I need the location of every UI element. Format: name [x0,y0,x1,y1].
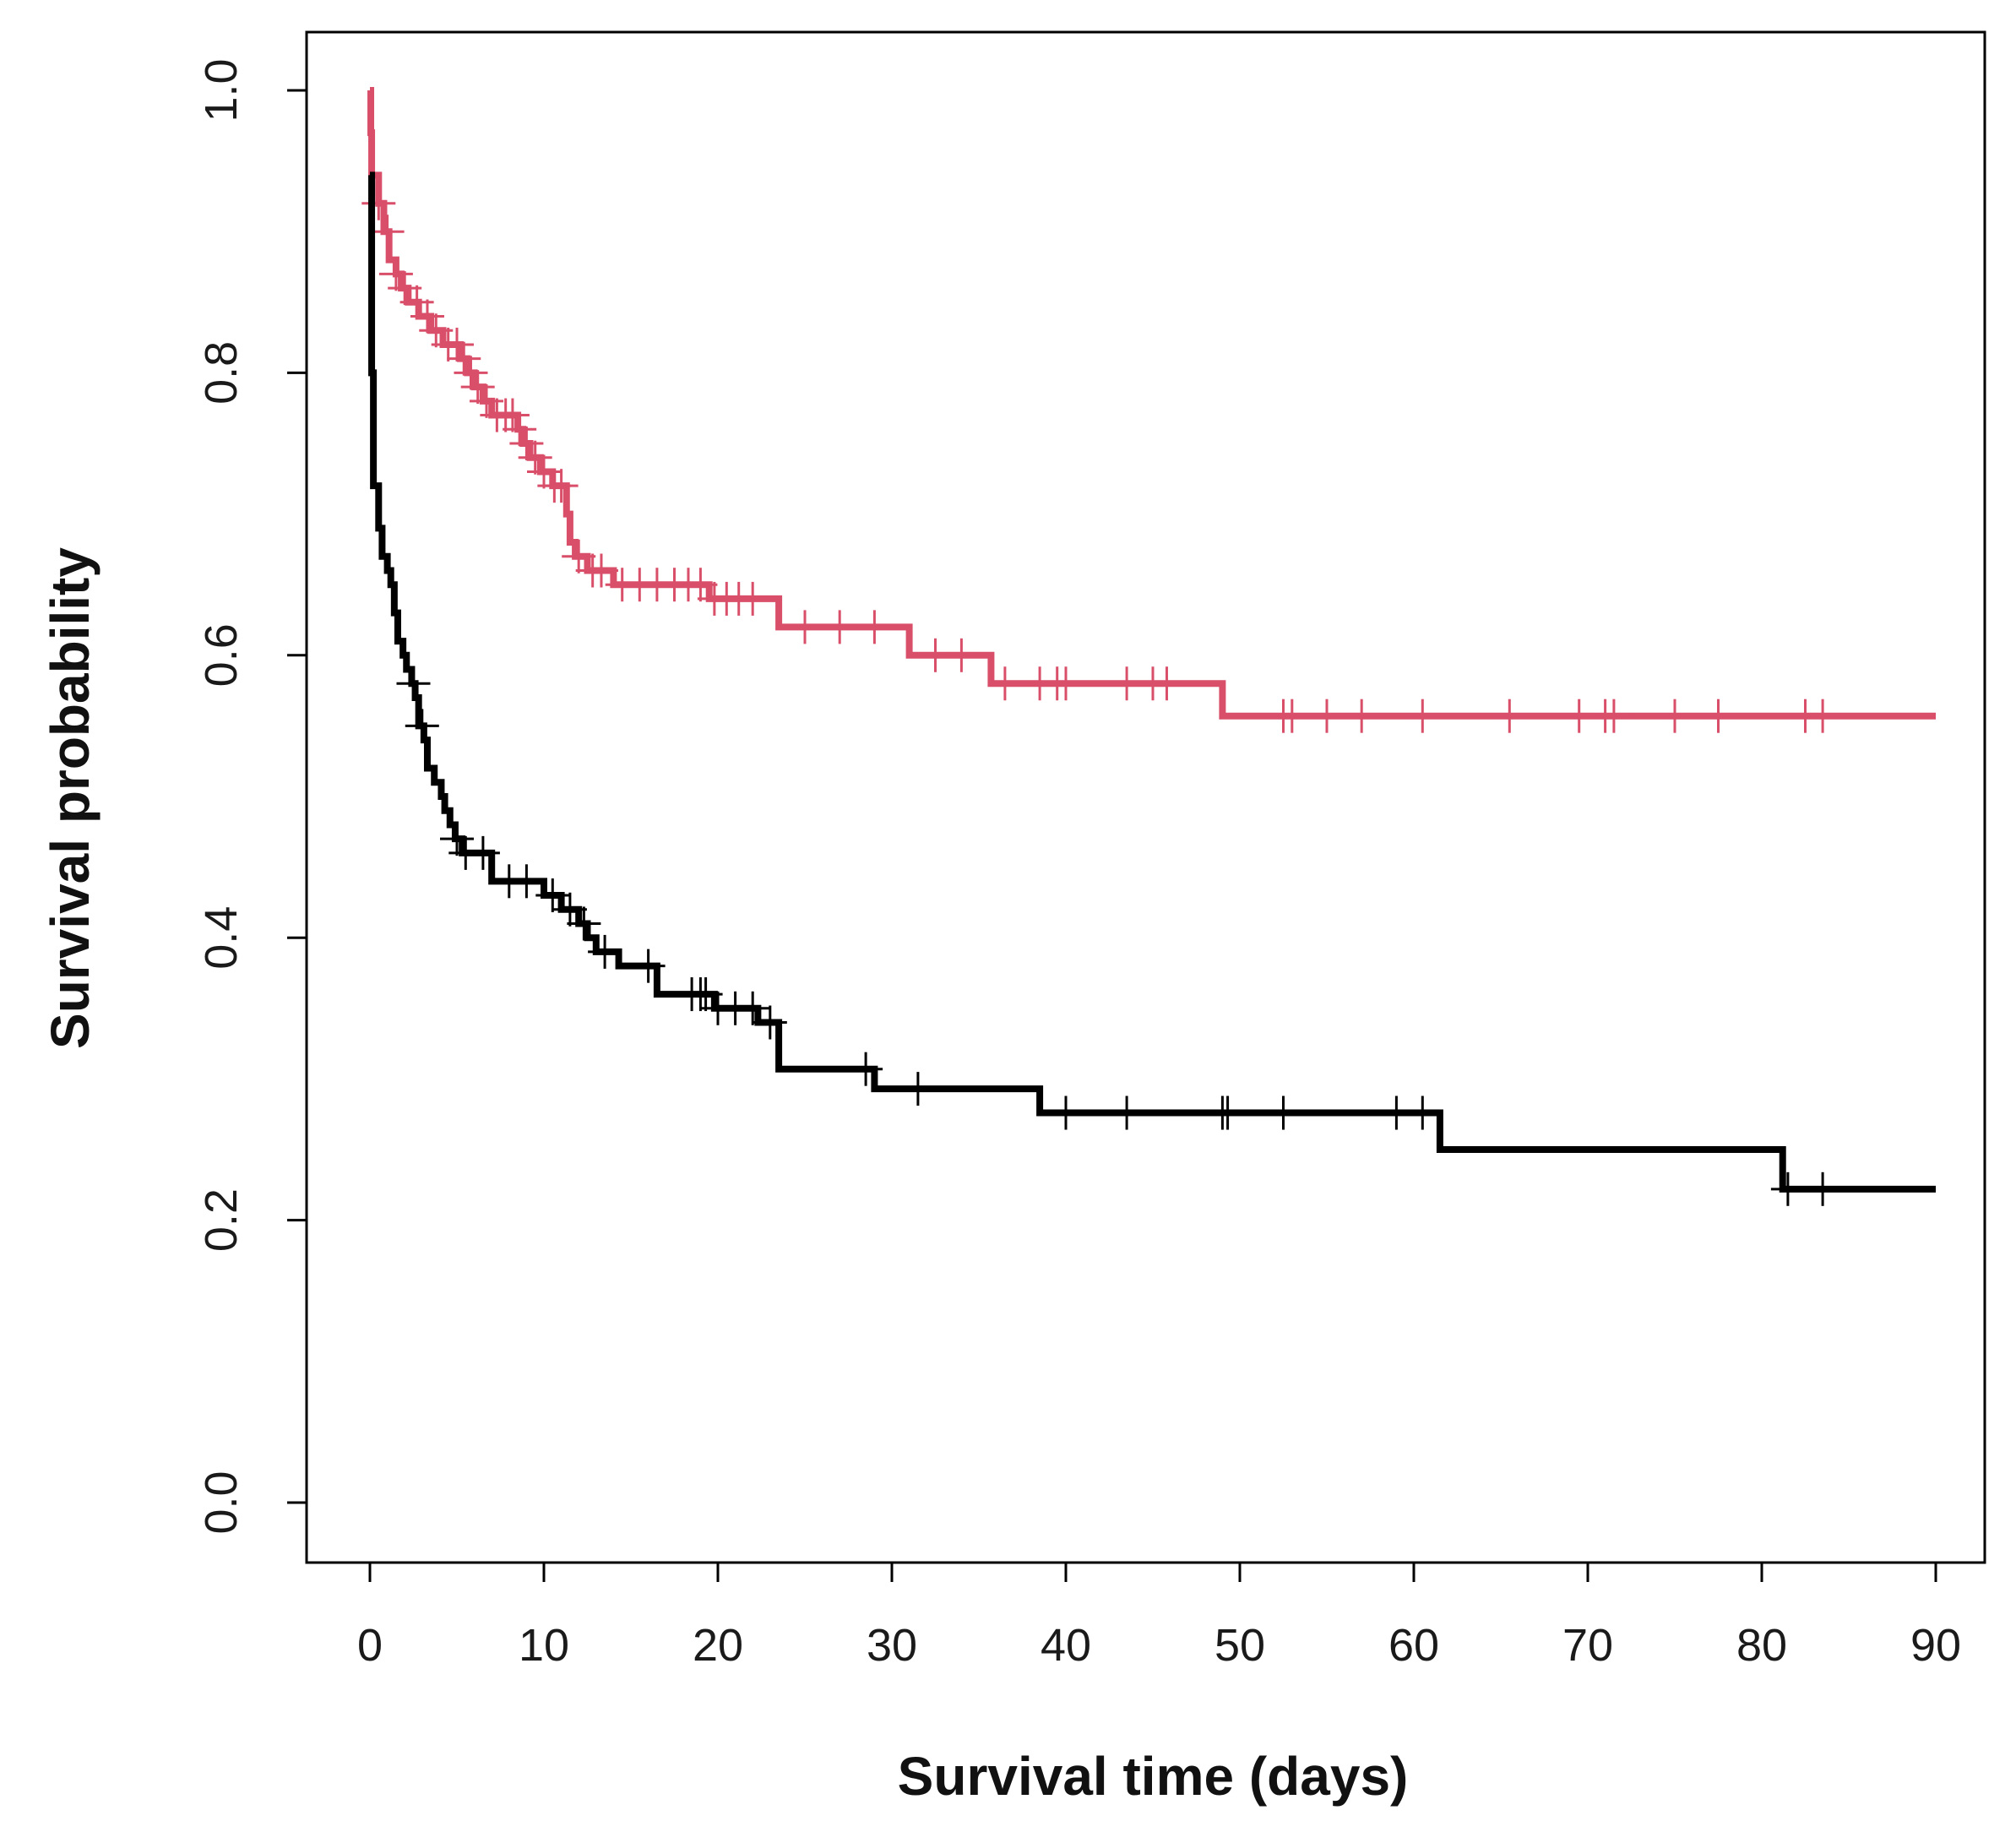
y-tick-label: 1.0 [196,58,247,122]
x-tick-label: 10 [519,1620,569,1671]
x-ticks: 0 10 20 30 40 50 60 70 80 90 [357,1563,1961,1671]
x-tick-label: 40 [1041,1620,1091,1671]
y-tick-label: 0.6 [196,623,247,687]
x-tick-label: 0 [357,1620,383,1671]
x-tick-label: 90 [1910,1620,1961,1671]
y-tick-label: 0.8 [196,341,247,405]
series-1 [361,87,1936,733]
plot-frame [305,30,1986,1564]
y-ticks: 0.0 0.2 0.4 0.6 0.8 1.0 [196,58,307,1535]
series-2 [368,171,1936,1206]
x-tick-label: 60 [1388,1620,1439,1671]
x-tick-label: 20 [693,1620,743,1671]
x-tick-label: 70 [1562,1620,1613,1671]
y-tick-label: 0.2 [196,1188,247,1252]
y-tick-label: 0.0 [196,1470,247,1534]
x-tick-label: 80 [1736,1620,1787,1671]
y-tick-label: 0.4 [196,906,247,970]
x-axis-title: Survival time (days) [898,1746,1409,1807]
x-tick-label: 30 [867,1620,917,1671]
y-axis-title: Survival probability [40,547,101,1049]
series-layer [361,87,1936,1206]
x-tick-label: 50 [1214,1620,1265,1671]
survival-curve [367,87,1936,720]
